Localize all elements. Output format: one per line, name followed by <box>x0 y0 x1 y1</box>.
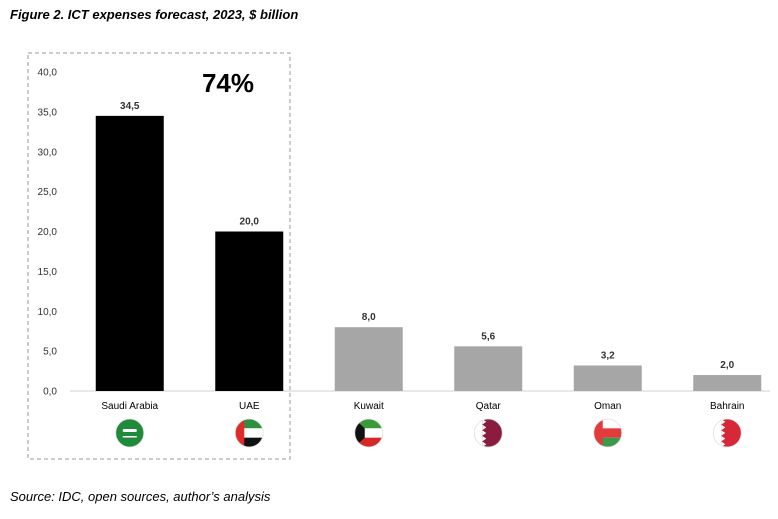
y-tick-label: 5,0 <box>43 347 57 358</box>
category-label: Bahrain <box>710 401 744 412</box>
oman-flag-icon <box>593 418 623 448</box>
category-label: UAE <box>239 401 260 412</box>
category-label: Oman <box>594 401 621 412</box>
bahrain-flag-icon <box>712 418 742 448</box>
y-tick-label: 40,0 <box>38 68 58 79</box>
bar <box>693 375 762 391</box>
qatar-flag-icon <box>473 418 503 448</box>
data-label: 20,0 <box>240 217 260 228</box>
figure-source: Source: IDC, open sources, author’s anal… <box>10 489 271 504</box>
category-label: Kuwait <box>354 401 384 412</box>
data-label: 5,6 <box>481 331 495 342</box>
uae-flag-icon <box>234 418 264 448</box>
y-tick-label: 25,0 <box>38 187 58 198</box>
y-axis: 0,0 5,0 10,0 15,0 20,0 25,0 30,0 35,0 40,0 <box>38 68 58 398</box>
y-tick-label: 0,0 <box>43 387 57 398</box>
data-label: 8,0 <box>362 312 376 323</box>
bar <box>95 115 164 392</box>
data-label: 3,2 <box>601 350 615 361</box>
y-tick-label: 20,0 <box>38 227 58 238</box>
category-label: Saudi Arabia <box>101 401 158 412</box>
bar <box>573 365 642 391</box>
y-tick-label: 15,0 <box>38 267 58 278</box>
data-labels: 34,5 20,0 8,0 5,6 3,2 2,0 <box>120 101 735 371</box>
saudi-arabia-flag-icon <box>115 418 145 448</box>
highlight-frame <box>27 52 291 460</box>
y-tick-label: 30,0 <box>38 147 58 158</box>
category-labels: Saudi Arabia UAE Kuwait Qatar Oman Bahrain <box>101 401 744 412</box>
share-annotation: 74% <box>202 68 254 98</box>
category-label: Qatar <box>476 401 502 412</box>
bar-chart: 74% 0,0 5,0 10,0 15,0 20,0 25,0 30,0 35,0 40,0 3… <box>27 52 770 460</box>
y-tick-label: 35,0 <box>38 107 58 118</box>
data-label: 2,0 <box>720 360 734 371</box>
kuwait-flag-icon <box>354 418 384 448</box>
y-tick-label: 10,0 <box>38 307 58 318</box>
data-label: 34,5 <box>120 101 140 112</box>
bar <box>334 327 403 391</box>
flags <box>115 418 742 448</box>
bar <box>454 346 523 391</box>
bar <box>215 231 284 391</box>
bars <box>95 115 762 392</box>
figure-title: Figure 2. ICT expenses forecast, 2023, $… <box>10 7 299 22</box>
